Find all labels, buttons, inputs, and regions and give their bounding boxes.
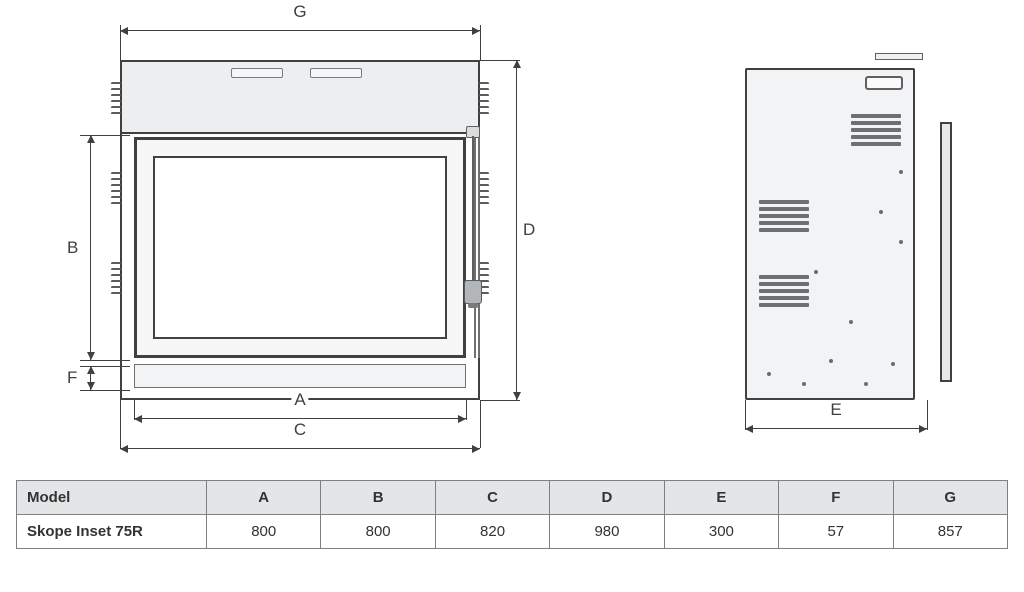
vent-mid-left [759,200,809,235]
dim-c: C [120,440,480,456]
screw-dot [899,170,903,174]
dimension-table-el: Model A B C D E F G Skope Inset 75R 800 … [16,480,1008,549]
ext-line [466,398,467,420]
screw-dot [849,320,853,324]
front-bezel [134,137,466,358]
side-top-slot [875,53,923,60]
screw-dot [864,382,868,386]
front-view [120,60,480,400]
ext-line [927,400,928,430]
col-a: A [207,481,321,515]
dim-g: G [120,22,480,38]
vent-top-right [851,114,901,149]
screw-dot [829,359,833,363]
val-f: 57 [779,515,893,549]
dim-label: C [291,420,309,440]
val-b: 800 [321,515,435,549]
col-e: E [664,481,778,515]
screw-dot [879,210,883,214]
power-cable [472,136,474,281]
front-outer-frame [120,60,480,400]
col-d: D [550,481,664,515]
ext-line [80,360,130,361]
screw-dot [802,382,806,386]
col-f: F [779,481,893,515]
dim-label: B [64,238,81,258]
val-e: 300 [664,515,778,549]
screw-dot [891,362,895,366]
ext-line [480,25,481,60]
dim-label: E [827,400,844,420]
dim-label: D [520,220,538,240]
side-coil [479,172,489,224]
side-back-plate [940,122,952,382]
screw-dot [814,270,818,274]
vent-bottom-left [759,275,809,310]
top-slot-left [231,68,283,78]
screw-dot [767,372,771,376]
dim-label: G [290,2,309,22]
top-slot-right [310,68,362,78]
front-bottom-bar [134,364,466,388]
ext-line [480,400,481,448]
dim-b: B [82,135,98,360]
front-glass-frame [134,137,466,358]
dim-label: F [64,368,80,388]
cable-channel [474,136,480,358]
technical-drawing-canvas: G A C D B F E Model A [0,0,1024,592]
model-cell: Skope Inset 75R [17,515,207,549]
screw-dot [899,240,903,244]
col-g: G [893,481,1007,515]
side-body [745,68,915,400]
power-plug-icon [464,280,482,304]
side-coil [111,172,121,224]
dim-e: E [745,420,927,436]
side-coil [479,82,489,134]
dimension-table: Model A B C D E F G Skope Inset 75R 800 … [16,480,1008,549]
ext-line [80,390,130,391]
val-d: 980 [550,515,664,549]
side-coil [111,262,121,314]
front-glass [153,156,447,339]
dim-d: D [508,60,524,400]
table-row: Skope Inset 75R 800 800 820 980 300 57 8… [17,515,1008,549]
dim-label: A [291,390,308,410]
col-c: C [435,481,549,515]
front-top-cap [122,62,478,134]
side-access-cover [865,76,903,90]
dim-f: F [82,366,98,390]
col-model: Model [17,481,207,515]
ext-line [480,400,520,401]
side-coil [111,82,121,134]
side-view [745,60,940,400]
val-c: 820 [435,515,549,549]
col-b: B [321,481,435,515]
val-a: 800 [207,515,321,549]
val-g: 857 [893,515,1007,549]
